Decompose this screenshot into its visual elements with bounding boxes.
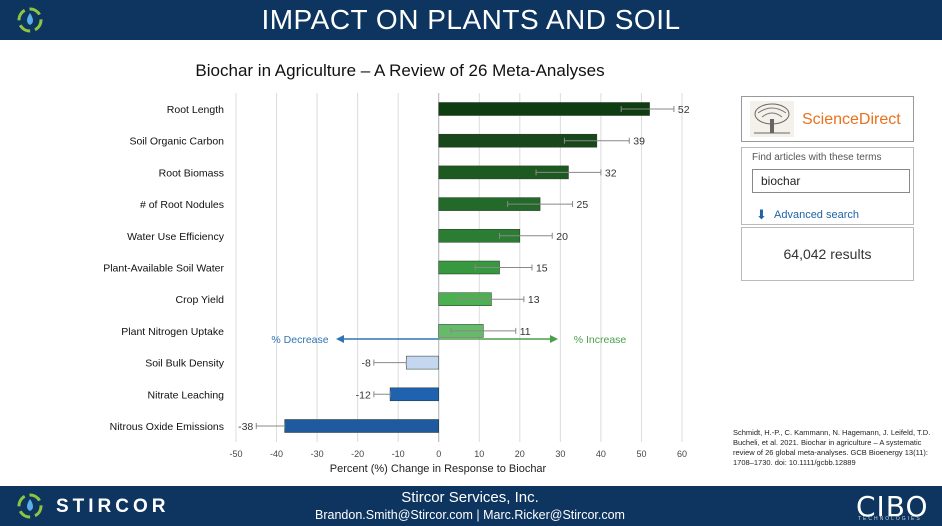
sciencedirect-logo-text: ScienceDirect [802,111,901,128]
x-tick-label: 40 [596,449,606,459]
category-label: Root Biomass [159,167,224,179]
bar [438,102,650,116]
value-label: 20 [556,231,568,243]
search-panel: Find articles with these terms ⬇ Advance… [741,147,914,225]
error-bars [255,106,675,429]
x-tick-label: -40 [270,449,283,459]
x-tick-label: 20 [515,449,525,459]
category-label: Soil Bulk Density [145,358,225,370]
chart-title: Biochar in Agriculture – A Review of 26 … [195,61,605,80]
category-label: Nitrate Leaching [148,389,225,401]
footer-bar [0,486,942,526]
x-tick-label: 0 [436,449,441,459]
value-label: 32 [605,167,617,179]
x-tick-label: -20 [351,449,364,459]
value-label: 13 [528,294,540,306]
search-input[interactable] [752,169,910,193]
elsevier-tree-icon [750,101,794,137]
decrease-label: % Decrease [271,334,328,346]
category-labels: Root Length Soil Organic Carbon Root Bioma… [103,104,225,433]
category-label: Root Length [167,104,224,116]
value-label: 15 [536,263,548,275]
x-tick-label: 60 [677,449,687,459]
category-label: Plant-Available Soil Water [103,263,224,275]
footer-brand: STIRCOR [56,496,170,517]
value-label: 39 [633,136,645,148]
x-axis-label: Percent (%) Change in Response to Biocha… [330,463,547,475]
stircor-logo-icon [17,7,43,33]
category-label: Soil Organic Carbon [129,136,224,148]
increase-arrow-head [550,335,558,343]
cibo-logo: CIBO [856,490,929,523]
category-label: Crop Yield [176,294,225,306]
cibo-logo-sub: TECHNOLOGIES [858,516,922,522]
results-count: 64,042 results [783,246,872,262]
increase-label: % Increase [574,334,627,346]
x-tick-label: -30 [311,449,324,459]
value-label: 52 [678,104,690,116]
value-label: -8 [362,358,371,370]
decrease-arrow-head [336,335,344,343]
value-label: 25 [577,199,589,211]
category-label: Nitrous Oxide Emissions [110,421,224,433]
bars [284,102,650,433]
citation-text: Schmidt, H.-P., C. Kammann, N. Hagemann,… [733,428,931,467]
value-label: -12 [356,389,371,401]
x-tick-label: -50 [229,449,242,459]
value-labels: 52 39 32 25 20 15 13 11 -8 -12 -38 [238,104,690,433]
footer-contact[interactable]: Brandon.Smith@Stircor.com | Marc.Ricker@… [315,508,625,522]
stircor-footer-logo-icon [17,493,43,519]
x-tick-label: 10 [474,449,484,459]
category-label: Water Use Efficiency [127,231,225,243]
value-label: 11 [520,326,531,338]
x-tick-label: 50 [636,449,646,459]
double-chevron-down-icon: ⬇ [756,207,767,222]
x-tick-labels: -50 -40 -30 -20 -10 0 10 20 30 40 50 60 [229,449,687,459]
search-label: Find articles with these terms [752,152,882,163]
category-label: # of Root Nodules [140,199,224,211]
bar [406,355,439,370]
bar [284,419,439,433]
x-tick-label: 30 [555,449,565,459]
value-label: -38 [238,421,253,433]
direction-arrows: % Decrease % Increase [271,334,626,346]
x-tick-label: -10 [392,449,405,459]
page-title: IMPACT ON PLANTS AND SOIL [261,4,681,35]
results-panel: 64,042 results [741,227,914,281]
bar [389,387,439,402]
header-bar [0,0,942,40]
advanced-search-label: Advanced search [774,209,859,221]
category-label: Plant Nitrogen Uptake [121,326,224,338]
sciencedirect-logo-box[interactable]: ScienceDirect [741,96,914,142]
footer-company: Stircor Services, Inc. [401,489,539,506]
